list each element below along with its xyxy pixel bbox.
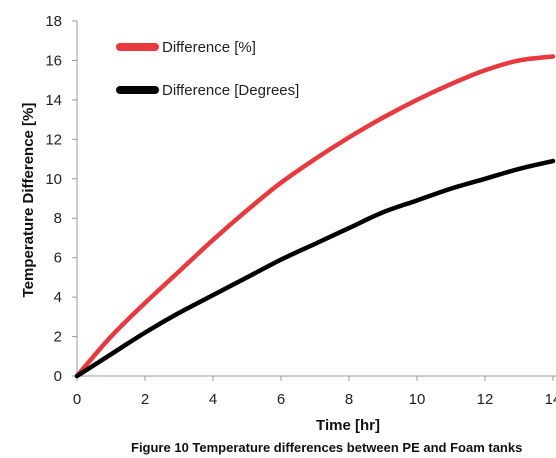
y-tick-label: 8 <box>54 210 62 227</box>
y-tick-label: 4 <box>54 289 62 306</box>
y-tick-label: 0 <box>54 368 62 385</box>
y-axis-title: Temperature Difference [%] <box>20 103 37 298</box>
y-tick-label: 16 <box>45 52 62 69</box>
legend-label: Difference [%] <box>162 39 256 56</box>
x-tick-label: 0 <box>73 391 81 408</box>
x-tick-label: 4 <box>209 391 217 408</box>
series-line-difference-degrees <box>74 158 556 379</box>
y-tick-label: 6 <box>54 250 62 267</box>
series-lines <box>74 54 556 379</box>
series-line-difference-percent <box>74 54 556 379</box>
x-axis-title: Time [hr] <box>316 417 380 434</box>
x-axis-ticks: 0 2 4 6 8 10 12 14 <box>73 376 556 408</box>
y-tick-label: 2 <box>54 329 62 346</box>
y-axis-ticks: 0 2 4 6 8 10 12 14 16 18 <box>45 13 77 385</box>
x-tick-label: 6 <box>277 391 285 408</box>
x-tick-label: 10 <box>409 391 426 408</box>
y-tick-label: 14 <box>45 92 62 109</box>
legend-label: Difference [Degrees] <box>162 82 299 99</box>
x-tick-label: 12 <box>477 391 494 408</box>
y-tick-label: 18 <box>45 13 62 30</box>
figure-caption: Figure 10 Temperature differences betwee… <box>131 440 522 455</box>
x-tick-label: 14 <box>545 391 556 408</box>
x-tick-label: 8 <box>345 391 353 408</box>
y-tick-label: 12 <box>45 131 62 148</box>
x-tick-label: 2 <box>141 391 149 408</box>
legend: Difference [%] Difference [Degrees] <box>116 39 299 99</box>
axes <box>76 21 556 377</box>
y-tick-label: 10 <box>45 171 62 188</box>
